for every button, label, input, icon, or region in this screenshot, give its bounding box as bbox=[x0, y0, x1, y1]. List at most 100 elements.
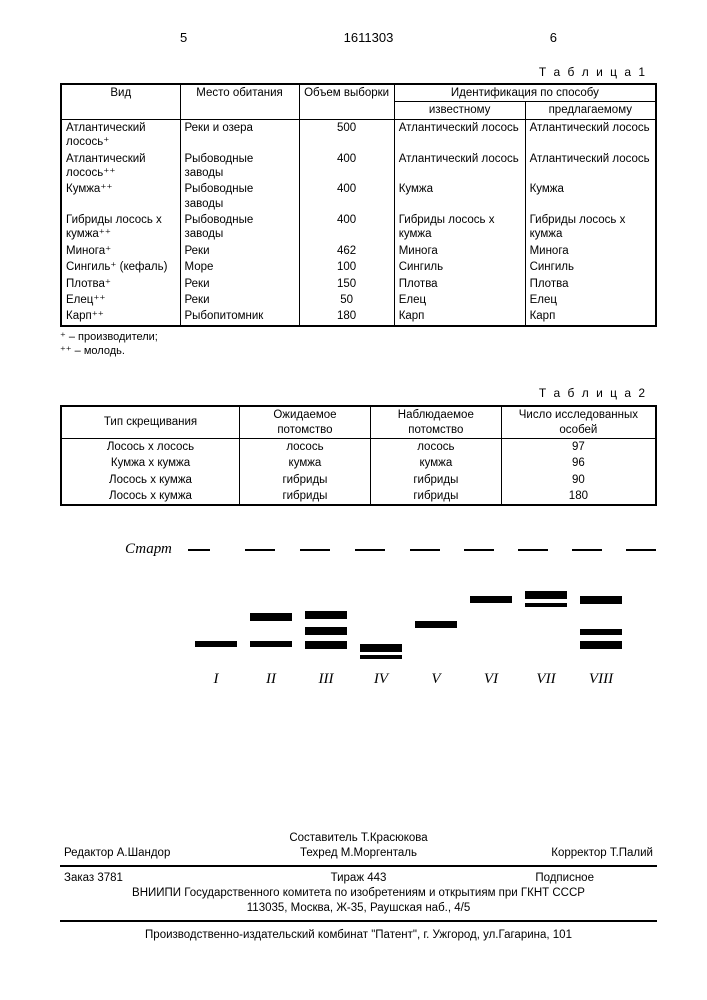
start-dash bbox=[572, 549, 602, 551]
start-dash bbox=[518, 549, 548, 551]
cell-proposed: Елец bbox=[525, 292, 656, 308]
table-row: Минога⁺Реки462МиногаМинога bbox=[61, 243, 656, 259]
lane-label: I bbox=[195, 671, 237, 688]
cell-exp: гибриды bbox=[240, 488, 371, 505]
cell-obs: кумжа bbox=[370, 455, 501, 471]
electro-band bbox=[250, 641, 292, 647]
t2-h-cross: Тип скрещивания bbox=[61, 406, 240, 438]
techred: Техред М.Моргенталь bbox=[300, 846, 417, 861]
electro-band bbox=[580, 596, 622, 604]
cell-known: Сингиль bbox=[394, 259, 525, 275]
table-row: Лосось х кумжагибридыгибриды90 bbox=[61, 472, 656, 488]
footnote-2: ⁺⁺ – молодь. bbox=[60, 344, 657, 358]
cell-n: 90 bbox=[501, 472, 656, 488]
cell-known: Гибриды лосось х кумжа bbox=[394, 212, 525, 243]
start-dash bbox=[245, 549, 275, 551]
cell-obs: гибриды bbox=[370, 472, 501, 488]
electrophoresis-diagram: Старт IIIIIIIVVVIVIIVIII bbox=[60, 541, 657, 711]
cell-proposed: Сингиль bbox=[525, 259, 656, 275]
footnote-1: ⁺ – производители; bbox=[60, 330, 657, 344]
t2-h-n: Число исследованных особей bbox=[501, 406, 656, 438]
cell-known: Елец bbox=[394, 292, 525, 308]
cell-cross: Лосось х кумжа bbox=[61, 472, 240, 488]
t1-h-known: известному bbox=[394, 102, 525, 119]
start-dash bbox=[626, 549, 656, 551]
cell-habitat: Реки bbox=[180, 292, 299, 308]
t1-h-proposed: предлагаемому bbox=[525, 102, 656, 119]
cell-cross: Лосось х кумжа bbox=[61, 488, 240, 505]
cell-exp: гибриды bbox=[240, 472, 371, 488]
cell-n: 100 bbox=[299, 259, 394, 275]
table1-footnotes: ⁺ – производители; ⁺⁺ – молодь. bbox=[60, 330, 657, 359]
cell-species: Минога⁺ bbox=[61, 243, 180, 259]
start-dash bbox=[410, 549, 440, 551]
t1-h-habitat: Место обитания bbox=[180, 84, 299, 119]
table-row: Атлантический лосось⁺Реки и озера500Атла… bbox=[61, 119, 656, 150]
cell-habitat: Рыбоводные заводы bbox=[180, 181, 299, 212]
cell-habitat: Реки bbox=[180, 243, 299, 259]
cell-n: 462 bbox=[299, 243, 394, 259]
org-line2: 113035, Москва, Ж-35, Раушская наб., 4/5 bbox=[60, 901, 657, 916]
cell-proposed: Минога bbox=[525, 243, 656, 259]
cell-known: Атлантический лосось bbox=[394, 151, 525, 182]
cell-n: 400 bbox=[299, 151, 394, 182]
table-row: Лосось х лососьлососьлосось97 bbox=[61, 438, 656, 455]
cell-habitat: Реки и озера bbox=[180, 119, 299, 150]
printer-line: Производственно-издательский комбинат "П… bbox=[145, 929, 572, 941]
cell-cross: Кумжа х кумжа bbox=[61, 455, 240, 471]
cell-cross: Лосось х лосось bbox=[61, 438, 240, 455]
electro-band bbox=[360, 655, 402, 659]
table-row: Сингиль⁺ (кефаль)Море100СингильСингиль bbox=[61, 259, 656, 275]
cell-species: Атлантический лосось⁺⁺ bbox=[61, 151, 180, 182]
table-row: Кумжа⁺⁺Рыбоводные заводы400КумжаКумжа bbox=[61, 181, 656, 212]
cell-n: 400 bbox=[299, 212, 394, 243]
table-row: Елец⁺⁺Реки50ЕлецЕлец bbox=[61, 292, 656, 308]
electro-band bbox=[305, 611, 347, 619]
t1-h-n: Объем выборки bbox=[299, 84, 394, 119]
cell-habitat: Реки bbox=[180, 276, 299, 292]
cell-exp: лосось bbox=[240, 438, 371, 455]
cell-obs: гибриды bbox=[370, 488, 501, 505]
start-dash bbox=[300, 549, 330, 551]
cell-n: 97 bbox=[501, 438, 656, 455]
electro-band bbox=[580, 641, 622, 649]
cell-species: Плотва⁺ bbox=[61, 276, 180, 292]
t1-h-ident: Идентификация по способу bbox=[394, 84, 656, 102]
start-dash bbox=[188, 549, 210, 551]
electro-band bbox=[305, 627, 347, 635]
tirazh: Тираж 443 bbox=[331, 871, 387, 886]
electro-band bbox=[250, 613, 292, 621]
electro-band bbox=[525, 603, 567, 607]
org-line1: ВНИИПИ Государственного комитета по изоб… bbox=[60, 886, 657, 901]
lane-label: VIII bbox=[580, 671, 622, 688]
start-dash bbox=[355, 549, 385, 551]
cell-proposed: Атлантический лосось bbox=[525, 119, 656, 150]
cell-n: 400 bbox=[299, 181, 394, 212]
electro-band bbox=[305, 641, 347, 649]
electro-band bbox=[415, 621, 457, 628]
doc-number: 1611303 bbox=[344, 30, 394, 45]
cell-n: 96 bbox=[501, 455, 656, 471]
page-right: 6 bbox=[550, 30, 557, 45]
cell-known: Карп bbox=[394, 308, 525, 325]
lane-label: VI bbox=[470, 671, 512, 688]
electro-band bbox=[195, 641, 237, 647]
cell-habitat: Рыбопитомник bbox=[180, 308, 299, 325]
electro-band bbox=[360, 644, 402, 652]
table-row: Карп⁺⁺Рыбопитомник180КарпКарп bbox=[61, 308, 656, 325]
cell-obs: лосось bbox=[370, 438, 501, 455]
sub: Подписное bbox=[476, 871, 653, 886]
cell-proposed: Кумжа bbox=[525, 181, 656, 212]
cell-species: Атлантический лосось⁺ bbox=[61, 119, 180, 150]
cell-n: 180 bbox=[299, 308, 394, 325]
cell-species: Кумжа⁺⁺ bbox=[61, 181, 180, 212]
cell-known: Минога bbox=[394, 243, 525, 259]
table2: Тип скрещивания Ожидаемое потомство Набл… bbox=[60, 405, 657, 506]
t2-h-exp: Ожидаемое потомство bbox=[240, 406, 371, 438]
cell-n: 180 bbox=[501, 488, 656, 505]
cell-proposed: Гибриды лосось х кумжа bbox=[525, 212, 656, 243]
start-dash bbox=[464, 549, 494, 551]
table-row: Атлантический лосось⁺⁺Рыбоводные заводы4… bbox=[61, 151, 656, 182]
lane-label: VII bbox=[525, 671, 567, 688]
cell-n: 50 bbox=[299, 292, 394, 308]
